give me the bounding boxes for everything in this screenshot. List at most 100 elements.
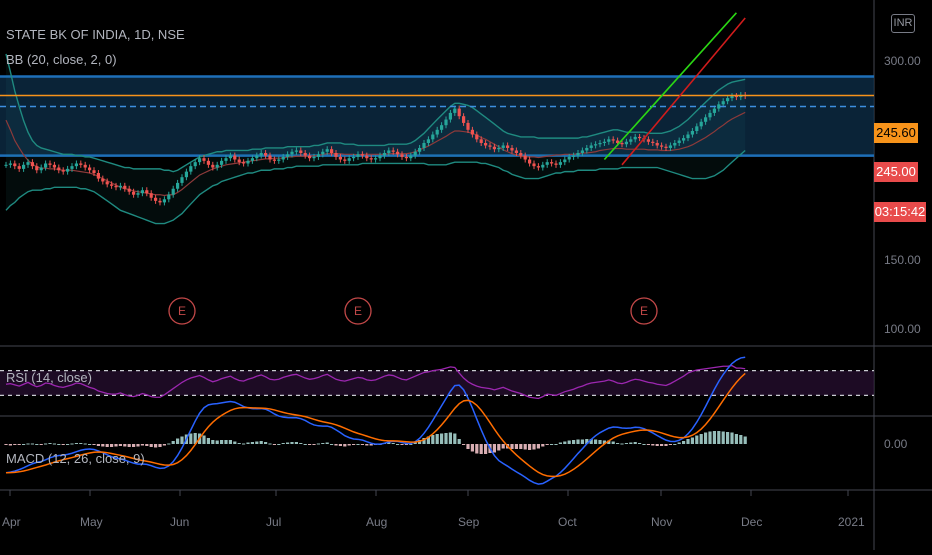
macd-histogram-bar	[492, 444, 496, 453]
candle-body	[321, 151, 325, 155]
candle-body	[497, 147, 501, 150]
candle-body	[352, 156, 356, 159]
candle-body	[127, 188, 131, 192]
macd-indicator-label[interactable]: MACD (12, 26, close, 9)	[6, 451, 145, 466]
macd-histogram-bar	[330, 444, 334, 445]
macd-histogram-bar	[180, 436, 184, 444]
macd-histogram-bar	[110, 444, 114, 447]
macd-histogram-bar	[66, 444, 70, 445]
symbol-title[interactable]: STATE BK OF INDIA, 1D, NSE	[6, 27, 185, 42]
macd-histogram-bar	[638, 443, 642, 444]
macd-histogram-bar	[233, 441, 237, 444]
level-badge: 245.00	[874, 162, 918, 182]
macd-histogram-bar	[237, 443, 241, 444]
macd-histogram-bar	[334, 444, 338, 446]
candle-body	[206, 160, 210, 165]
earnings-label: E	[640, 304, 648, 318]
candle-body	[479, 139, 483, 143]
candle-body	[435, 129, 439, 135]
candle-body	[422, 142, 426, 148]
x-tick-label: Nov	[651, 515, 673, 529]
currency-button[interactable]: INR	[891, 14, 915, 33]
macd-histogram-bar	[431, 435, 435, 444]
candle-body	[466, 122, 470, 130]
macd-histogram-bar	[176, 438, 180, 444]
candle-body	[699, 121, 703, 127]
macd-histogram-bar	[396, 444, 400, 445]
macd-histogram-bar	[409, 444, 413, 445]
candle-body	[101, 178, 105, 182]
candle-body	[369, 158, 373, 160]
candle-body	[585, 147, 589, 151]
candle-body	[96, 173, 100, 179]
macd-histogram-bar	[259, 441, 263, 444]
candle-body	[431, 134, 435, 140]
green-trend-line	[603, 12, 737, 161]
macd-histogram-bar	[660, 444, 664, 446]
macd-histogram-bar	[668, 444, 672, 445]
earnings-marker	[344, 297, 372, 325]
macd-histogram-bar	[132, 444, 136, 447]
candle-body	[290, 151, 294, 155]
macd-histogram-bar	[704, 432, 708, 444]
candle-body	[646, 139, 650, 142]
macd-histogram-bar	[277, 444, 281, 445]
candle-body	[633, 136, 637, 140]
macd-histogram-bar	[83, 443, 87, 445]
candle-body	[140, 190, 144, 194]
candle-body	[158, 200, 162, 203]
macd-histogram-bar	[118, 444, 122, 446]
macd-histogram-bar	[154, 444, 158, 448]
macd-histogram-bar	[123, 444, 127, 447]
macd-histogram-bar	[528, 444, 532, 450]
candle-body	[387, 150, 391, 154]
macd-histogram-bar	[554, 444, 558, 445]
macd-histogram-bar	[497, 444, 501, 451]
candle-body	[8, 163, 12, 165]
candle-body	[105, 181, 109, 185]
candle-body	[277, 159, 281, 161]
candle-body	[365, 155, 369, 159]
candle-body	[413, 151, 417, 156]
candle-body	[220, 160, 224, 165]
macd-histogram-bar	[360, 444, 364, 445]
rsi-indicator-label[interactable]: RSI (14, close)	[6, 370, 92, 385]
macd-histogram-bar	[39, 444, 43, 445]
x-tick-label: Jun	[170, 515, 190, 529]
macd-histogram-bar	[484, 444, 488, 454]
candle-body	[74, 163, 78, 167]
candle-body	[184, 171, 188, 178]
price-badge: 245.60	[874, 123, 918, 143]
macd-histogram-bar	[224, 440, 228, 444]
macd-histogram-bar	[580, 439, 584, 444]
candle-body	[501, 145, 505, 148]
candle-body	[506, 145, 510, 148]
macd-histogram-bar	[299, 443, 303, 444]
candle-body	[391, 150, 395, 152]
candle-body	[343, 159, 347, 161]
candle-body	[536, 166, 540, 168]
macd-histogram-bar	[598, 440, 602, 444]
candle-body	[440, 125, 444, 130]
candle-body	[448, 112, 452, 120]
macd-histogram-bar	[268, 443, 272, 445]
candle-body	[4, 164, 8, 166]
macd-histogram-bar	[646, 444, 650, 445]
candle-body	[136, 193, 140, 195]
candle-body	[13, 163, 17, 167]
candle-body	[708, 112, 712, 118]
zone-rectangle	[0, 76, 874, 156]
macd-histogram-bar	[70, 443, 74, 445]
y-tick-label: 150.00	[884, 253, 921, 267]
candle-body	[123, 185, 127, 189]
candle-body	[426, 139, 430, 143]
macd-histogram-bar	[321, 443, 325, 444]
candle-body	[545, 162, 549, 165]
candle-body	[580, 150, 584, 154]
macd-histogram-bar	[202, 435, 206, 444]
macd-histogram-bar	[211, 440, 215, 444]
countdown-badge: 03:15:42	[874, 202, 926, 222]
bb-indicator-label[interactable]: BB (20, close, 2, 0)	[6, 52, 117, 67]
candle-body	[554, 163, 558, 165]
